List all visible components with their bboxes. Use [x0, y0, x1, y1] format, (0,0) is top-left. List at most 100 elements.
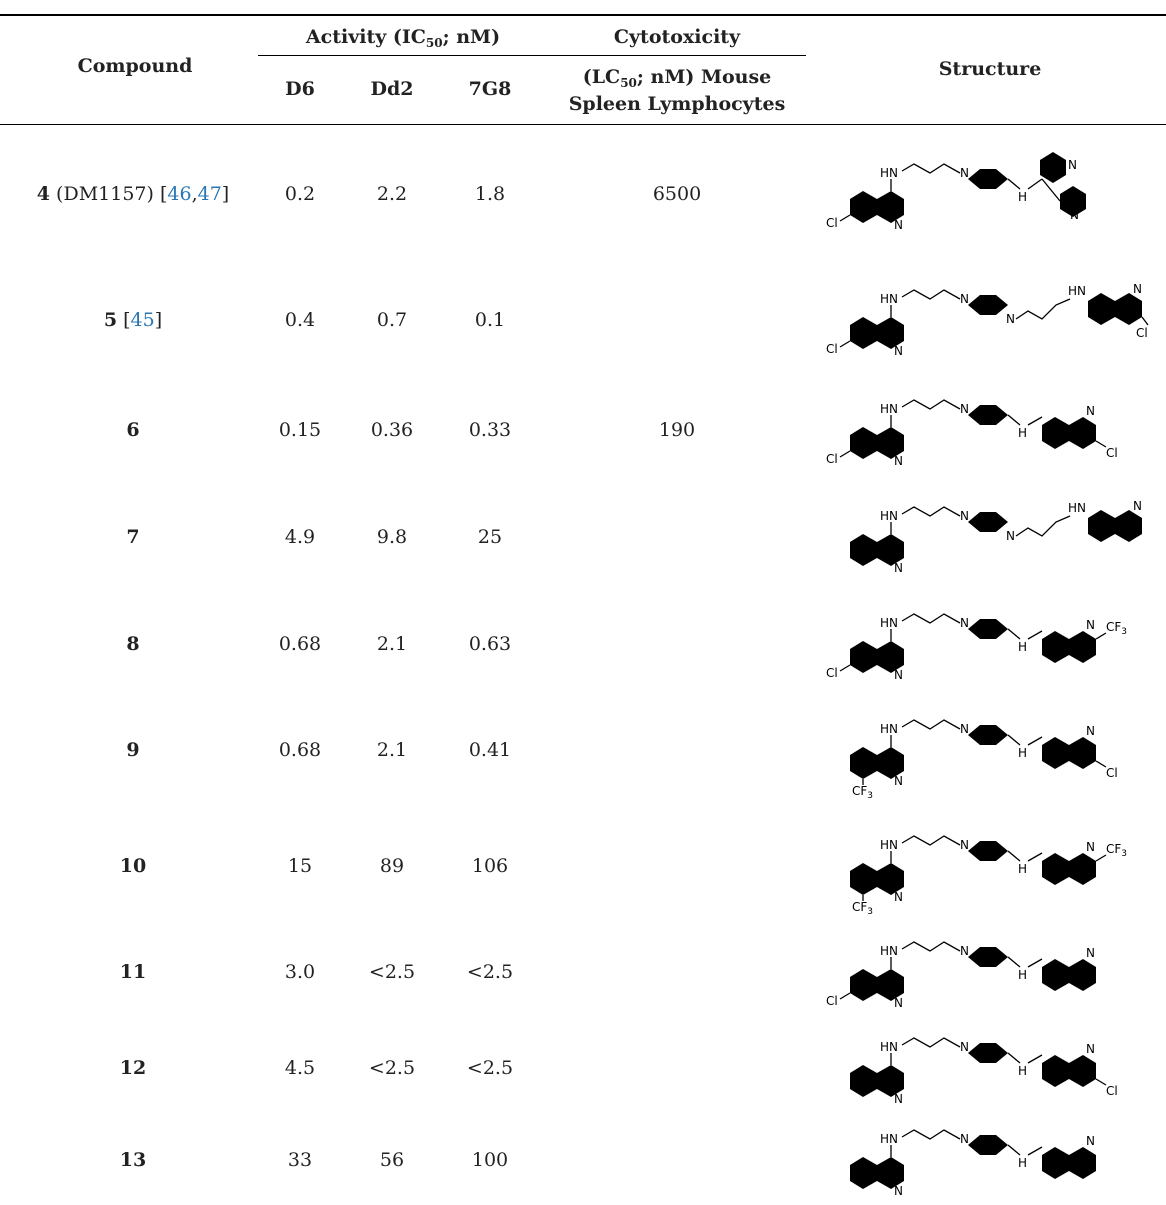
piperidine-ring: [968, 169, 1008, 189]
ring-n-label: N: [960, 402, 969, 416]
compound-name: [: [117, 309, 131, 331]
compound-id: 4: [36, 183, 51, 205]
ring-n-label: N: [960, 722, 969, 736]
ring-n-label: N: [894, 218, 903, 232]
compound-cell: 12: [20, 1057, 246, 1079]
ring-n-label: N: [1070, 208, 1079, 222]
hn-label: HN: [880, 402, 898, 416]
right-quinoline: [1042, 959, 1096, 991]
ring-n-label: N: [1133, 282, 1142, 296]
nh-label: H: [1018, 1064, 1027, 1078]
compound-id: 5: [103, 309, 118, 331]
value-d6: 4.9: [284, 526, 316, 548]
structure-compound-13: NHN NHN: [850, 1129, 1096, 1198]
nh-label: H: [1018, 968, 1027, 982]
ring-n-label: N: [894, 996, 903, 1010]
hn-label: HN: [880, 1132, 898, 1146]
ring-n-label: N: [1086, 618, 1095, 632]
chloro-label: Cl: [826, 994, 838, 1008]
right-quinoline: [1042, 417, 1096, 449]
ring-n-label: N: [894, 774, 903, 788]
hn-label: HN: [880, 944, 898, 958]
compound-cell: 8: [20, 633, 246, 655]
hn-label: HN: [880, 722, 898, 736]
ring-n-label: N: [1086, 946, 1095, 960]
header-structure: Structure: [938, 58, 1042, 80]
compound-cell: 13: [20, 1149, 246, 1171]
piperazine-ring: [968, 295, 1008, 315]
compound-ref-close: ]: [154, 309, 163, 331]
ring-n-label: N: [894, 1092, 903, 1106]
compound-id: 10: [119, 855, 147, 877]
header-lc50: (LC50; nM) Mouse Spleen Lymphocytes: [568, 66, 786, 115]
value-d6: 0.2: [284, 183, 316, 205]
ring-n-label: N: [960, 1132, 969, 1146]
reference-link[interactable]: 46: [167, 183, 192, 205]
compound-id: 13: [119, 1149, 147, 1171]
ring-n-label: N: [1086, 724, 1095, 738]
nh-label: H: [1018, 1156, 1027, 1170]
value-dd2: 56: [379, 1149, 405, 1171]
value-7g8: <2.5: [466, 961, 514, 983]
piperazine-ring: [968, 512, 1008, 532]
ring-n-label: N: [894, 561, 903, 575]
chloro-label: Cl: [1106, 446, 1118, 460]
right-quinoline: [1042, 737, 1096, 769]
chloro-label: Cl: [826, 216, 838, 230]
hn-label: HN: [880, 166, 898, 180]
cf3-label: CF3: [1106, 620, 1127, 637]
ring-n-label: N: [894, 344, 903, 358]
nh-label: H: [1018, 862, 1027, 876]
chloro-label: Cl: [1106, 1084, 1118, 1098]
value-d6: 0.4: [284, 309, 316, 331]
structure-compound-7: N HN N N HN N: [850, 499, 1142, 575]
reference-link[interactable]: 45: [130, 309, 155, 331]
compound-id: 7: [126, 526, 140, 548]
cf3-label: CF3: [852, 784, 873, 801]
value-lc50: 6500: [652, 183, 702, 205]
compound-cell: 10: [20, 855, 246, 877]
piperidine-ring: [968, 405, 1008, 425]
ring-n-label: N: [1006, 312, 1015, 326]
value-7g8: 0.1: [474, 309, 506, 331]
ring-n-label: N: [1133, 499, 1142, 513]
right-quinoline: [1088, 510, 1142, 542]
value-d6: 0.15: [278, 419, 322, 441]
nh-label: H: [1018, 640, 1027, 654]
right-quinoline: [1042, 1055, 1096, 1087]
ring-n-label: N: [894, 454, 903, 468]
right-quinoline: [1042, 631, 1096, 663]
value-lc50: 190: [658, 419, 696, 441]
value-7g8: 25: [477, 526, 503, 548]
ring-n-label: N: [894, 668, 903, 682]
compound-cell: 9: [20, 739, 246, 761]
nh-label: H: [1018, 746, 1027, 760]
hn-label: HN: [880, 616, 898, 630]
value-dd2: <2.5: [368, 1057, 416, 1079]
value-dd2: 0.36: [370, 419, 414, 441]
ring-n-label: N: [894, 1184, 903, 1198]
value-7g8: 106: [471, 855, 509, 877]
ring-n-label: N: [960, 509, 969, 523]
structure-compound-5: N Cl HN N N HN N Cl: [826, 282, 1149, 358]
ring-n-label: N: [960, 944, 969, 958]
hn-label: HN: [880, 1040, 898, 1054]
piperidine-ring: [968, 1043, 1008, 1063]
piperidine-ring: [968, 619, 1008, 639]
value-d6: 0.68: [278, 739, 322, 761]
piperidine-ring: [968, 725, 1008, 745]
reference-link[interactable]: 47: [197, 183, 222, 205]
value-dd2: 2.1: [376, 739, 408, 761]
nh-label: H: [1018, 426, 1027, 440]
right-quinoline: [1042, 1147, 1096, 1179]
hn-label: HN: [880, 838, 898, 852]
compound-cell: 7: [20, 526, 246, 548]
value-7g8: 0.41: [468, 739, 512, 761]
hn-label: HN: [880, 292, 898, 306]
pyridine-ring: [1040, 152, 1066, 183]
